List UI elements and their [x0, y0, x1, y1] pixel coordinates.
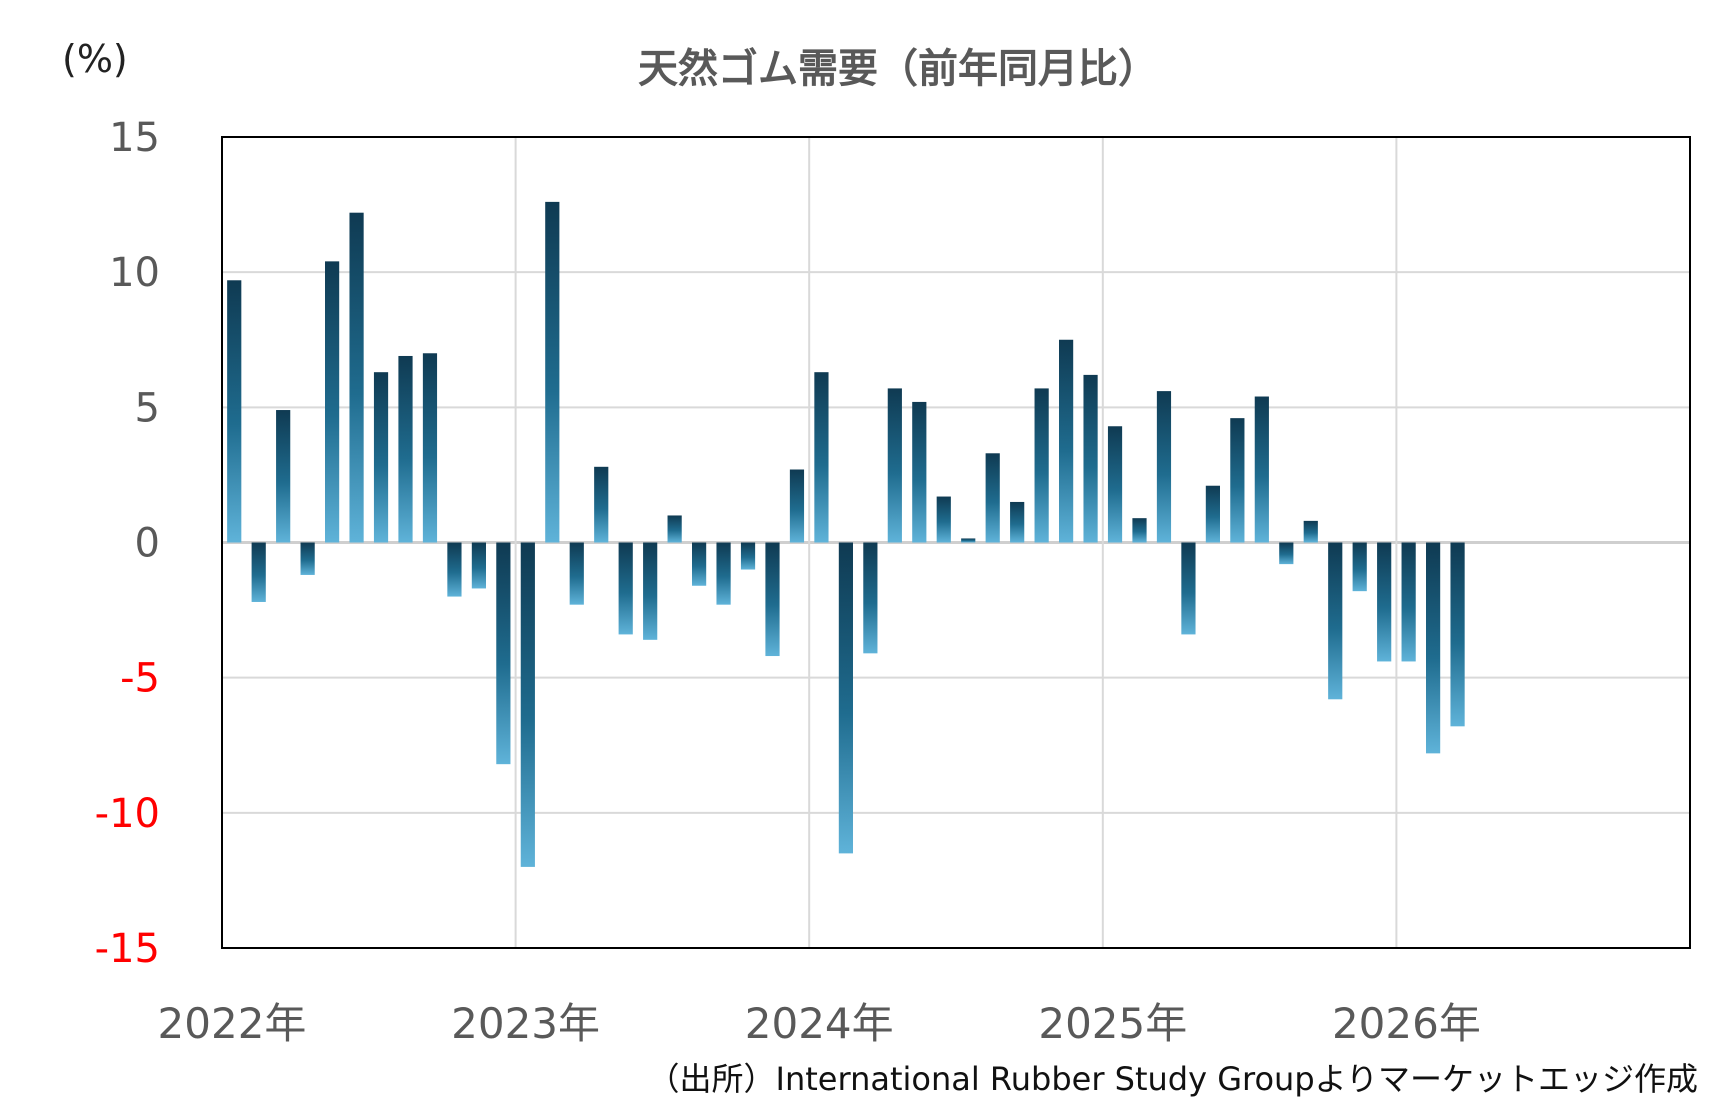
x-tick-label: 2026年	[1332, 999, 1481, 1048]
bar	[1132, 518, 1147, 543]
bar	[1034, 388, 1049, 543]
axes	[221, 136, 1691, 949]
bar	[227, 280, 242, 543]
bar	[1303, 520, 1318, 543]
y-unit-label: (%)	[62, 37, 128, 81]
x-tick-label: 2022年	[158, 999, 307, 1048]
bar	[1083, 374, 1098, 543]
bar	[667, 515, 682, 543]
bar	[545, 201, 560, 543]
y-tick-label: 10	[109, 250, 160, 296]
bar	[1401, 542, 1416, 662]
bar	[936, 496, 951, 543]
y-tick-label: 5	[135, 385, 160, 431]
x-tick-label: 2023年	[451, 999, 600, 1048]
bar	[1059, 339, 1074, 543]
bar	[1010, 501, 1025, 543]
bar	[422, 353, 438, 543]
y-tick-label: -15	[95, 926, 160, 972]
bar	[594, 466, 609, 543]
bar	[1450, 542, 1465, 727]
bar	[838, 542, 853, 854]
bar	[1254, 396, 1269, 543]
bar	[471, 542, 486, 589]
bar	[325, 261, 340, 543]
bar	[520, 542, 535, 867]
grid-lines	[222, 137, 1690, 948]
bar	[740, 542, 756, 570]
plot-frame	[221, 136, 1691, 949]
source-note: （出所）International Rubber Study Groupよりマー…	[648, 1060, 1698, 1098]
bar	[398, 355, 413, 543]
y-tick-label: 15	[109, 115, 160, 161]
bar	[985, 453, 1000, 543]
bar	[692, 542, 707, 586]
bar	[276, 410, 291, 543]
bar	[1279, 542, 1294, 565]
y-tick-label: -10	[95, 791, 160, 837]
bar	[1328, 542, 1343, 700]
y-tick-label: -5	[120, 656, 160, 702]
bar	[863, 542, 878, 654]
x-tick-label: 2024年	[745, 999, 894, 1048]
bar	[643, 542, 658, 640]
bar	[300, 542, 315, 575]
bar	[1181, 542, 1196, 635]
bar	[716, 542, 731, 605]
bar	[1107, 426, 1123, 543]
bar	[887, 388, 902, 543]
bar	[912, 401, 927, 543]
bar	[814, 372, 829, 543]
x-tick-labels: 2022年 2023年 2024年 2025年 2026年	[158, 999, 1481, 1048]
bar	[1352, 542, 1367, 592]
bar	[1377, 542, 1392, 662]
bar	[251, 542, 266, 602]
chart-title: 天然ゴム需要（前年同月比）	[638, 46, 1158, 92]
bar	[765, 542, 780, 657]
bar	[349, 212, 364, 543]
y-tick-labels: 15 10 5 0 -5 -10 -15	[95, 115, 160, 972]
bar-series	[227, 201, 1465, 867]
x-tick-label: 2025年	[1038, 999, 1187, 1048]
bar	[1156, 391, 1172, 543]
bar	[961, 538, 976, 543]
bar	[496, 542, 511, 765]
bar	[1230, 418, 1245, 543]
bar	[1426, 542, 1441, 754]
bar	[1205, 485, 1220, 543]
bar	[569, 542, 584, 605]
bar	[789, 469, 805, 543]
bar	[447, 542, 462, 597]
bar	[373, 372, 389, 543]
bar	[618, 542, 633, 635]
y-tick-label: 0	[135, 521, 160, 567]
